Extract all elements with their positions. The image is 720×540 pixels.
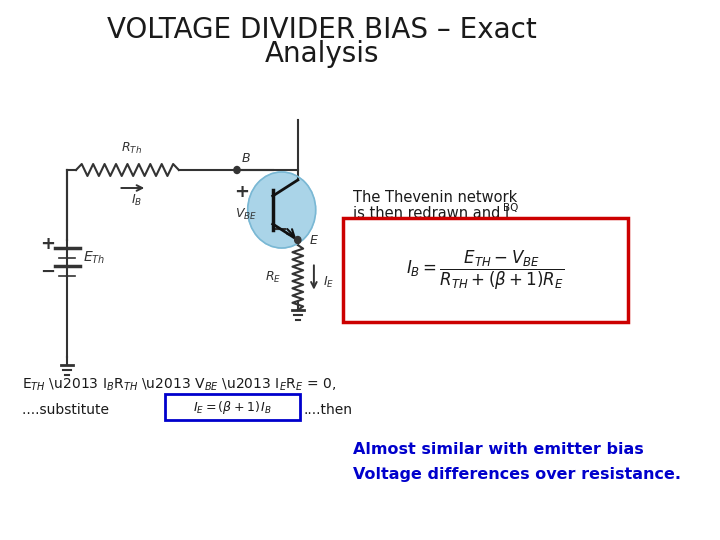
Text: applying Kirchoff’s: applying Kirchoff’s (354, 238, 489, 253)
Text: Almost similar with emitter bias: Almost similar with emitter bias (354, 442, 644, 457)
Text: $R_{Th}$: $R_{Th}$ (122, 141, 143, 156)
FancyBboxPatch shape (166, 394, 300, 420)
Text: can be determined by: can be determined by (354, 222, 515, 237)
Text: ....substitute: ....substitute (22, 403, 114, 417)
Circle shape (294, 237, 301, 244)
Text: Voltage differences over resistance.: Voltage differences over resistance. (354, 468, 681, 483)
Text: $I_B = \dfrac{E_{TH} - V_{BE}}{R_{TH} + (\beta + 1)R_E}$: $I_B = \dfrac{E_{TH} - V_{BE}}{R_{TH} + … (406, 248, 564, 292)
Text: +: + (234, 183, 249, 201)
Text: VOLTAGE DIVIDER BIAS – Exact: VOLTAGE DIVIDER BIAS – Exact (107, 16, 537, 44)
Text: BQ: BQ (503, 203, 519, 213)
Text: $B$: $B$ (241, 152, 251, 165)
Text: −: − (272, 221, 287, 239)
Text: The Thevenin network: The Thevenin network (354, 190, 518, 205)
Text: $I_B$: $I_B$ (131, 192, 142, 207)
Text: voltage law.: voltage law. (354, 254, 441, 269)
Text: $E_{Th}$: $E_{Th}$ (84, 250, 105, 266)
Text: E$_{TH}$ \u2013 I$_B$R$_{TH}$ \u2013 V$_{BE}$ \u2013 I$_E$R$_E$ = 0,: E$_{TH}$ \u2013 I$_B$R$_{TH}$ \u2013 V$_… (22, 377, 337, 393)
Text: $I_E = (\beta + 1)\,I_B$: $I_E = (\beta + 1)\,I_B$ (193, 399, 272, 415)
Text: ....then: ....then (303, 403, 352, 417)
FancyBboxPatch shape (343, 218, 628, 322)
Circle shape (234, 166, 240, 173)
Text: $V_{BE}$: $V_{BE}$ (235, 206, 257, 221)
Text: $I_E$: $I_E$ (323, 275, 334, 290)
Circle shape (248, 172, 315, 248)
Text: $E$: $E$ (309, 233, 318, 246)
Text: $R_E$: $R_E$ (266, 270, 282, 285)
Text: −: − (40, 263, 55, 281)
Text: is then redrawn and I: is then redrawn and I (354, 206, 510, 221)
Text: Analysis: Analysis (265, 40, 379, 68)
Text: +: + (40, 235, 55, 253)
